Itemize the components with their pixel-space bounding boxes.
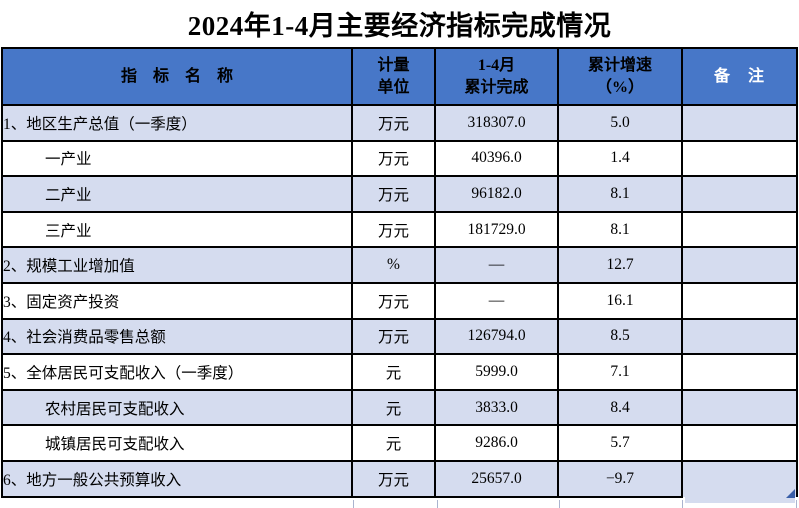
table-row: 5、全体居民可支配收入（一季度）元 5999.0 7.1 <box>1 353 798 391</box>
table-row: 农村居民可支配收入元 3833.0 8.4 <box>1 388 798 427</box>
cell-cumulative-value[interactable]: 181729.0 <box>434 210 559 249</box>
cell-cumulative-value[interactable]: 3833.0 <box>434 388 559 427</box>
cell-cumulative-value[interactable]: 40396.0 <box>434 139 559 178</box>
cell-indicator[interactable]: 一产业 <box>1 139 353 178</box>
cell-growth-rate[interactable]: 8.4 <box>557 388 683 427</box>
table-body: 1、地区生产总值（一季度） 万元 318307.0 5.0 一产业 万元 40396.0 1.… <box>1 104 798 498</box>
cell-remark[interactable] <box>681 388 798 427</box>
cell-indicator[interactable]: 农村居民可支配收入 <box>1 388 353 427</box>
cell-unit[interactable]: 元 <box>351 353 436 391</box>
cell-remark[interactable] <box>681 210 798 249</box>
gridline <box>682 500 683 508</box>
cell-indicator[interactable]: 2、规模工业增加值 <box>1 246 353 284</box>
table-header: 指 标 名 称 计量 单位 1-4月 累计完成 累计增速 （%） 备 注 <box>1 47 798 106</box>
cell-indicator[interactable]: 三产业 <box>1 210 353 249</box>
header-growth[interactable]: 累计增速 （%） <box>557 47 683 106</box>
gridline <box>353 500 354 508</box>
cell-indicator[interactable]: 二产业 <box>1 175 353 213</box>
cell-unit[interactable]: % <box>351 246 436 284</box>
sheet-title: 2024年1-4月主要经济指标完成情况 <box>187 10 612 41</box>
cell-unit[interactable]: 万元 <box>351 317 436 356</box>
cell-cumulative-value[interactable]: — <box>434 246 559 284</box>
cell-remark[interactable] <box>681 281 798 320</box>
header-cumulative[interactable]: 1-4月 累计完成 <box>434 47 559 106</box>
cell-unit[interactable]: 万元 <box>351 139 436 178</box>
cell-remark[interactable] <box>681 424 798 462</box>
table-row: 6、地方一般公共预算收入 万元 25657.0 −9.7 <box>1 459 798 498</box>
cell-remark[interactable] <box>681 246 798 284</box>
header-unit[interactable]: 计量 单位 <box>351 47 436 106</box>
indicators-table: 指 标 名 称 计量 单位 1-4月 累计完成 累计增速 （%） 备 注 1、地… <box>1 47 798 498</box>
cell-cumulative-value[interactable]: 9286.0 <box>434 424 559 462</box>
gridline <box>796 500 797 508</box>
cell-remark[interactable] <box>681 139 798 178</box>
cell-growth-rate[interactable]: 8.1 <box>557 210 683 249</box>
cell-unit[interactable]: 万元 <box>351 210 436 249</box>
cell-remark[interactable] <box>681 104 798 142</box>
cell-growth-rate[interactable]: 8.1 <box>557 175 683 213</box>
cell-cumulative-value[interactable]: 25657.0 <box>434 459 559 498</box>
cell-cumulative-value[interactable]: 5999.0 <box>434 353 559 391</box>
table-row: 二产业 万元 96182.0 8.1 <box>1 175 798 213</box>
table-row: 城镇居民可支配收入元 9286.0 5.7 <box>1 424 798 462</box>
table-row: 三产业 万元 181729.0 8.1 <box>1 210 798 249</box>
cell-indicator[interactable]: 4、社会消费品零售总额 <box>1 317 353 356</box>
cell-remark[interactable] <box>681 175 798 213</box>
cell-remark[interactable] <box>681 317 798 356</box>
table-row: 4、社会消费品零售总额 万元 126794.0 8.5 <box>1 317 798 356</box>
cell-cumulative-value[interactable]: 126794.0 <box>434 317 559 356</box>
cell-growth-rate[interactable]: 1.4 <box>557 139 683 178</box>
header-indicator-name[interactable]: 指 标 名 称 <box>1 47 353 106</box>
cell-growth-rate[interactable]: 16.1 <box>557 281 683 320</box>
gridline <box>437 500 438 508</box>
cell-cumulative-value[interactable]: 318307.0 <box>434 104 559 142</box>
cell-growth-rate[interactable]: 8.5 <box>557 317 683 356</box>
table-row: 一产业 万元 40396.0 1.4 <box>1 139 798 178</box>
cell-unit[interactable]: 元 <box>351 388 436 427</box>
cell-cumulative-value[interactable]: — <box>434 281 559 320</box>
cell-unit[interactable]: 元 <box>351 424 436 462</box>
fill-handle[interactable] <box>786 489 795 498</box>
last-remark-cell-spill <box>685 496 795 503</box>
table-row: 2、规模工业增加值% —12.7 <box>1 246 798 284</box>
gridline <box>559 500 560 508</box>
cell-unit[interactable]: 万元 <box>351 459 436 498</box>
cell-growth-rate[interactable]: −9.7 <box>557 459 683 498</box>
cell-indicator[interactable]: 3、固定资产投资 <box>1 281 353 320</box>
cell-remark[interactable] <box>681 353 798 391</box>
cell-indicator[interactable]: 1、地区生产总值（一季度） <box>1 104 353 142</box>
cell-indicator[interactable]: 5、全体居民可支配收入（一季度） <box>1 353 353 391</box>
cell-indicator[interactable]: 6、地方一般公共预算收入 <box>1 459 353 498</box>
cell-cumulative-value[interactable]: 96182.0 <box>434 175 559 213</box>
table-row: 3、固定资产投资 万元 —16.1 <box>1 281 798 320</box>
cell-growth-rate[interactable]: 5.0 <box>557 104 683 142</box>
cell-growth-rate[interactable]: 12.7 <box>557 246 683 284</box>
header-row: 指 标 名 称 计量 单位 1-4月 累计完成 累计增速 （%） 备 注 <box>1 47 798 106</box>
cell-unit[interactable]: 万元 <box>351 175 436 213</box>
cell-remark[interactable] <box>681 459 798 497</box>
cell-unit[interactable]: 万元 <box>351 281 436 320</box>
cell-indicator[interactable]: 城镇居民可支配收入 <box>1 424 353 462</box>
cell-unit[interactable]: 万元 <box>351 104 436 142</box>
cell-growth-rate[interactable]: 5.7 <box>557 424 683 462</box>
header-remark[interactable]: 备 注 <box>681 47 798 106</box>
table-row: 1、地区生产总值（一季度） 万元 318307.0 5.0 <box>1 104 798 142</box>
cell-growth-rate[interactable]: 7.1 <box>557 353 683 391</box>
